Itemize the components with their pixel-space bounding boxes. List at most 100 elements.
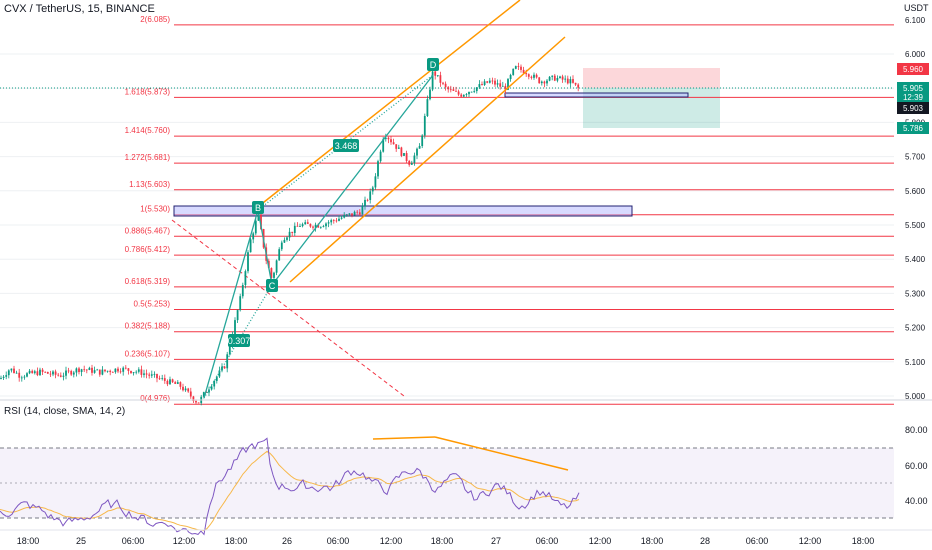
candle-body <box>512 68 515 75</box>
candle-body <box>278 249 281 261</box>
time-tick-label: 06:00 <box>746 536 769 546</box>
channel-upper-line[interactable] <box>258 0 521 207</box>
rsi-divergence-line-2[interactable] <box>434 436 569 471</box>
time-tick-label: 18:00 <box>852 536 875 546</box>
candle-body <box>397 147 400 149</box>
candle-body <box>208 389 210 393</box>
candle-body <box>28 370 31 374</box>
candle-body <box>176 382 179 384</box>
price-axis[interactable]: 6.1006.0005.9005.8005.7005.6005.5005.400… <box>905 16 926 401</box>
candle-body <box>36 371 39 376</box>
candle-body <box>527 74 530 77</box>
candle-body <box>98 369 101 375</box>
candle-body <box>210 386 213 390</box>
price-tick-label: 5.100 <box>905 358 926 367</box>
candle-body <box>65 370 67 376</box>
candle-body <box>327 222 330 224</box>
candle-body <box>572 79 574 83</box>
pattern-ratio-ab[interactable]: 0.307 <box>228 334 251 347</box>
candle-body <box>426 99 429 117</box>
pattern-ratio-cd[interactable]: 3.468 <box>333 139 359 152</box>
candle-body <box>384 137 387 140</box>
stop-loss-zone[interactable] <box>583 68 720 88</box>
candle-body <box>46 372 49 374</box>
candle-body <box>280 242 283 250</box>
candle-body <box>551 75 554 77</box>
candle-body <box>57 374 60 376</box>
rsi-divergence-line-1[interactable] <box>372 436 436 440</box>
candle-body <box>379 151 382 162</box>
fib-level-label: 0(4.976) <box>140 394 170 403</box>
candle-body <box>20 377 23 379</box>
candle-body <box>465 94 468 95</box>
candle-body <box>182 386 184 391</box>
pattern-dotted-ac <box>203 284 273 399</box>
time-tick-label: 12:00 <box>173 536 196 546</box>
candle-body <box>247 252 249 272</box>
pattern-dotted-bd <box>257 74 434 211</box>
candle-body <box>241 284 244 297</box>
candle-body <box>288 231 291 238</box>
pattern-point-d[interactable]: D <box>427 58 439 71</box>
candle-body <box>530 76 533 78</box>
candle-body <box>481 84 483 86</box>
candlestick-series <box>0 62 580 406</box>
dashed-trend-line[interactable] <box>171 219 405 397</box>
ascending-channel[interactable] <box>258 0 566 283</box>
candle-body <box>254 220 257 234</box>
candle-body <box>5 375 8 377</box>
time-tick-label: 06:00 <box>122 536 145 546</box>
rsi-axis-label-80: 80.00 <box>905 425 928 435</box>
channel-lower-line[interactable] <box>289 36 566 283</box>
rsi-indicator-title[interactable]: RSI (14, close, SMA, 14, 2) <box>4 406 126 417</box>
fib-extension[interactable]: 2(6.085) 1.618(5.873) 1.414(5.760) 1.272(5.… <box>125 15 894 405</box>
pattern-point-b[interactable]: B <box>252 201 264 214</box>
candle-body <box>33 371 36 374</box>
symbol-title[interactable]: CVX / TetherUS, 15, BINANCE <box>4 3 155 15</box>
time-axis[interactable]: 18:00 25 06:00 12:00 18:00 26 06:00 12:00 18:00 2… <box>17 536 875 546</box>
candle-body <box>520 66 522 70</box>
candle-body <box>286 237 288 240</box>
candle-body <box>514 66 517 69</box>
candle-body <box>340 217 343 219</box>
candle-body <box>244 271 247 285</box>
candle-body <box>189 391 192 397</box>
candle-body <box>546 80 548 84</box>
candle-body <box>543 81 546 84</box>
candle-body <box>335 220 338 222</box>
abcd-pattern[interactable] <box>203 74 434 399</box>
candle-body <box>431 71 434 90</box>
candle-body <box>410 162 413 165</box>
pattern-point-c[interactable]: C <box>266 279 278 292</box>
candle-body <box>223 366 226 369</box>
price-tick-label: 5.700 <box>905 153 926 162</box>
rsi-axis[interactable]: 80.00 60.00 40.00 <box>905 425 928 506</box>
candle-body <box>501 85 504 87</box>
fib-level-label: 2(6.085) <box>140 15 170 24</box>
candle-body <box>444 83 447 88</box>
candle-body <box>171 379 174 383</box>
resistance-zone-rectangle[interactable] <box>504 92 689 98</box>
candle-body <box>109 370 112 372</box>
fib-level-label: 0.382(5.188) <box>125 322 171 331</box>
time-tick-label: 12:00 <box>799 536 822 546</box>
candle-body <box>525 73 528 75</box>
support-zone-rectangle[interactable] <box>173 205 633 217</box>
pattern-ratio-ab-label: 0.307 <box>228 336 251 346</box>
pattern-point-c-label: C <box>269 281 276 291</box>
candle-body <box>442 82 444 84</box>
price-badge <box>897 102 929 114</box>
candle-body <box>49 373 52 375</box>
candle-body <box>156 373 158 379</box>
candle-body <box>148 374 151 376</box>
candle-body <box>153 373 156 375</box>
time-tick-label: 18:00 <box>225 536 248 546</box>
price-badge-label: 12:39 <box>903 93 924 102</box>
candle-body <box>325 223 327 227</box>
candle-body <box>122 367 125 372</box>
candle-body <box>205 392 208 393</box>
fib-level-label: 1(5.530) <box>140 205 170 214</box>
candle-body <box>343 214 346 218</box>
pattern-leg-bc <box>257 209 273 286</box>
